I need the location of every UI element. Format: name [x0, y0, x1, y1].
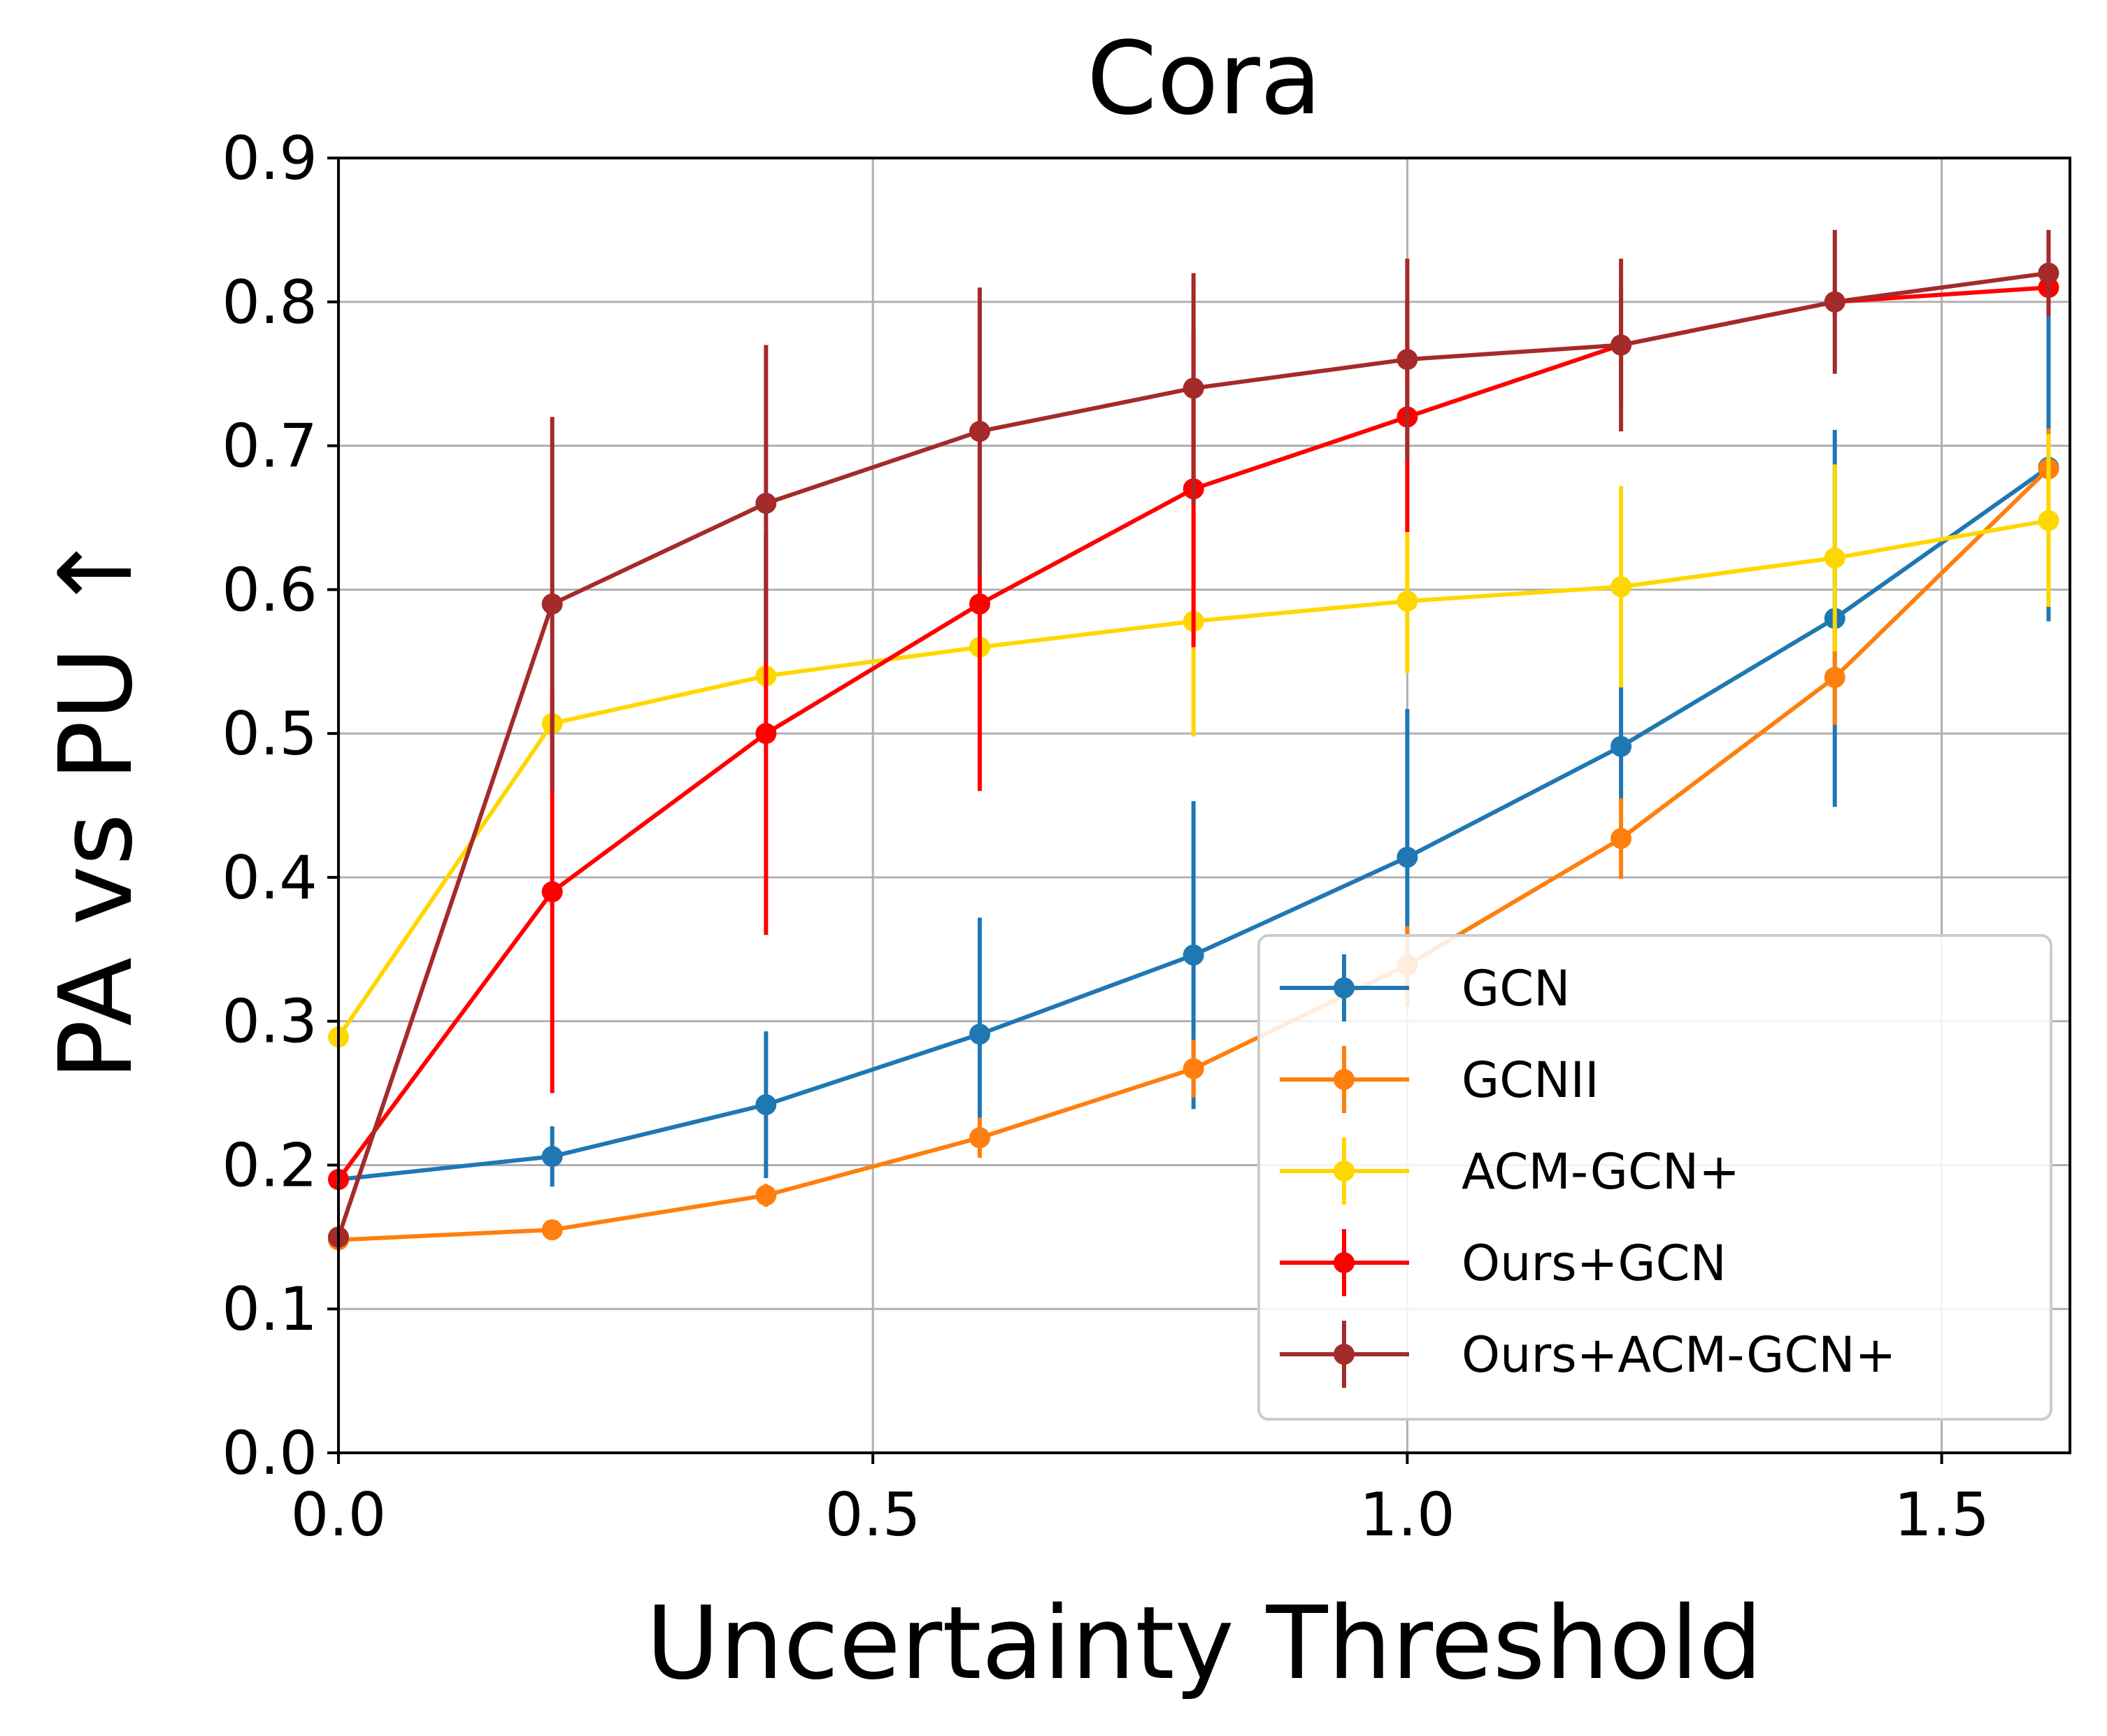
data-point — [1397, 847, 1418, 868]
legend: GCN GCNII ACM-GCN+ Ours+GCN Ours+ACM-GCN+ — [1257, 934, 2052, 1421]
legend-marker — [1334, 1161, 1355, 1182]
y-tick-label: 0.3 — [222, 987, 317, 1057]
data-point — [1397, 349, 1418, 371]
x-tick-label: 1.5 — [1894, 1480, 1990, 1550]
y-tick-label: 0.5 — [222, 699, 317, 769]
legend-item-ours-gcn: Ours+GCN — [1280, 1229, 1727, 1296]
legend-box — [1257, 934, 2052, 1421]
y-tick-label: 0.9 — [222, 124, 317, 194]
data-point — [1610, 828, 1632, 849]
data-point — [969, 1024, 991, 1045]
data-point — [1824, 666, 1845, 688]
plot-frame — [337, 157, 2071, 1454]
legend-item-gcn: GCN — [1280, 954, 1570, 1021]
series-ours-acm-gcn- — [328, 229, 2059, 1248]
data-point — [2038, 262, 2059, 284]
y-tick-label: 0.8 — [222, 268, 317, 338]
y-tick-label: 0.1 — [222, 1275, 317, 1344]
chart-title: Cora — [1087, 20, 1322, 137]
data-point — [1610, 334, 1632, 356]
data-point — [969, 593, 991, 615]
data-point — [1183, 378, 1204, 399]
legend-item-gcnii: GCNII — [1280, 1046, 1599, 1113]
legend-item-acm-gcn-: ACM-GCN+ — [1280, 1138, 1740, 1205]
plot-series — [328, 229, 2059, 1251]
data-point — [1610, 736, 1632, 757]
y-tick-label: 0.4 — [222, 843, 317, 913]
legend-item-ours-acm-gcn-: Ours+ACM-GCN+ — [1280, 1321, 1896, 1388]
data-point — [755, 1094, 777, 1116]
data-point — [1183, 1058, 1204, 1079]
x-tick-label: 0.5 — [825, 1480, 921, 1550]
data-point — [755, 492, 777, 514]
y-tick-label: 0.6 — [222, 555, 317, 625]
y-tick-label: 0.7 — [222, 412, 317, 482]
legend-marker — [1334, 977, 1355, 998]
legend-label: GCNII — [1462, 1052, 1599, 1109]
legend-label: Ours+GCN — [1462, 1235, 1727, 1292]
data-point — [1824, 547, 1845, 569]
legend-marker — [1334, 1069, 1355, 1090]
data-point — [1183, 945, 1204, 966]
y-tick-label: 0.2 — [222, 1131, 317, 1200]
legend-label: Ours+ACM-GCN+ — [1462, 1326, 1896, 1384]
legend-label: ACM-GCN+ — [1462, 1143, 1740, 1200]
data-point — [541, 1146, 563, 1168]
axis-ticks: 0.0 0.5 1.0 1.5 0.0 0.1 0.2 0.3 0.4 0.5 0.6 0.7 0.8 0… — [222, 124, 1990, 1550]
x-tick-label: 1.0 — [1359, 1480, 1455, 1550]
legend-label: GCN — [1462, 960, 1570, 1017]
data-point — [2038, 510, 2059, 531]
data-point — [1824, 291, 1845, 313]
legend-marker — [1334, 1344, 1355, 1365]
y-tick-label: 0.0 — [222, 1419, 317, 1488]
data-point — [541, 881, 563, 903]
y-axis-title: PA vs PU ↑ — [37, 531, 155, 1081]
data-point — [755, 723, 777, 745]
data-point — [755, 1184, 777, 1206]
data-point — [969, 1127, 991, 1149]
data-point — [541, 593, 563, 615]
data-point — [969, 420, 991, 442]
data-point — [1397, 590, 1418, 612]
legend-marker — [1334, 1252, 1355, 1273]
data-point — [541, 1219, 563, 1241]
x-axis-title: Uncertainty Threshold — [646, 1584, 1763, 1702]
data-point — [1610, 576, 1632, 598]
x-tick-label: 0.0 — [291, 1480, 387, 1550]
